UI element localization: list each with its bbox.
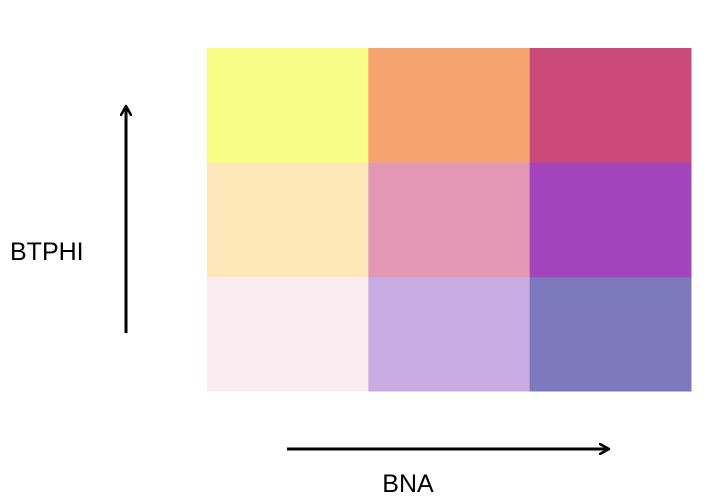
legend-grid bbox=[207, 48, 692, 392]
legend-cell-x3-y1 bbox=[529, 276, 692, 392]
legend-cell-x2-y1 bbox=[368, 276, 531, 392]
legend-cell-x1-y2 bbox=[207, 162, 369, 278]
legend-cell-x1-y1 bbox=[207, 276, 369, 392]
legend-cell-x2-y3 bbox=[368, 48, 531, 163]
legend-cell-x3-y2 bbox=[529, 162, 692, 278]
legend-cell-x3-y3 bbox=[529, 48, 692, 163]
x-axis-label: BNA bbox=[382, 470, 434, 498]
legend-cell-x1-y3 bbox=[207, 48, 369, 163]
y-axis-label: BTPHI bbox=[10, 238, 84, 266]
legend-cell-x2-y2 bbox=[368, 162, 531, 278]
